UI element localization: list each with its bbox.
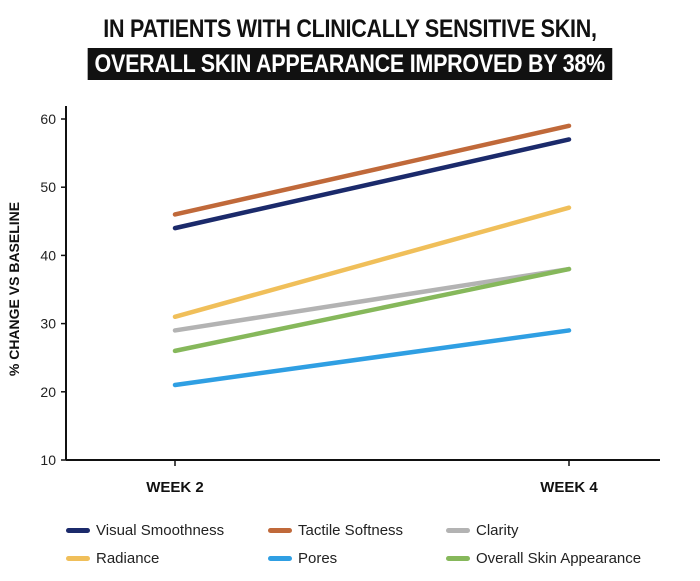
legend-label: Pores <box>298 550 338 567</box>
legend-label: Tactile Softness <box>298 522 404 539</box>
legend-label: Overall Skin Appearance <box>476 550 642 567</box>
series-line-visual-smoothness <box>172 137 572 231</box>
legend-swatch <box>446 556 470 561</box>
legend-swatch <box>66 528 90 533</box>
legend-swatch <box>66 556 90 561</box>
legend-item: Radiance <box>66 550 159 567</box>
legend-swatch <box>268 528 292 533</box>
series-line-radiance <box>172 205 572 320</box>
x-tick-label: WEEK 4 <box>540 479 598 496</box>
x-axis-ticks: WEEK 2 WEEK 4 <box>146 460 598 496</box>
y-axis-label: % CHANGE VS BASELINE <box>6 202 22 376</box>
legend-item: Visual Smoothness <box>66 522 224 539</box>
legend-item: Tactile Softness <box>268 522 403 539</box>
series-line-tactile-softness <box>172 123 572 217</box>
chart-title-line-2: OVERALL SKIN APPEARANCE IMPROVED BY 38% <box>87 48 613 80</box>
chart-title-line-1: IN PATIENTS WITH CLINICALLY SENSITIVE SK… <box>103 15 597 43</box>
series-lines <box>172 123 572 388</box>
series-line-clarity <box>172 266 572 333</box>
legend-label: Radiance <box>96 550 160 567</box>
series-line-pores <box>172 328 572 388</box>
legend-item: Pores <box>268 550 337 567</box>
line-chart: 10 20 30 40 50 60 WEEK 2 WEEK 4 % CHANGE VS BA… <box>6 106 660 496</box>
y-tick-label: 20 <box>40 384 56 400</box>
chart-axes <box>65 106 660 461</box>
legend-item: Clarity <box>446 522 519 539</box>
legend-swatch <box>268 556 292 561</box>
legend-label: Visual Smoothness <box>96 522 225 539</box>
legend-item: Overall Skin Appearance <box>446 550 641 567</box>
y-tick-label: 60 <box>40 111 56 127</box>
series-line-overall-skin-appearance <box>172 266 572 354</box>
y-tick-label: 10 <box>40 452 56 468</box>
legend-label: Clarity <box>476 522 519 539</box>
legend-swatch <box>446 528 470 533</box>
x-tick-label: WEEK 2 <box>146 479 204 496</box>
y-axis-ticks: 10 20 30 40 50 60 <box>40 111 66 468</box>
y-tick-label: 50 <box>40 179 56 195</box>
y-tick-label: 30 <box>40 316 56 332</box>
y-tick-label: 40 <box>40 247 56 263</box>
